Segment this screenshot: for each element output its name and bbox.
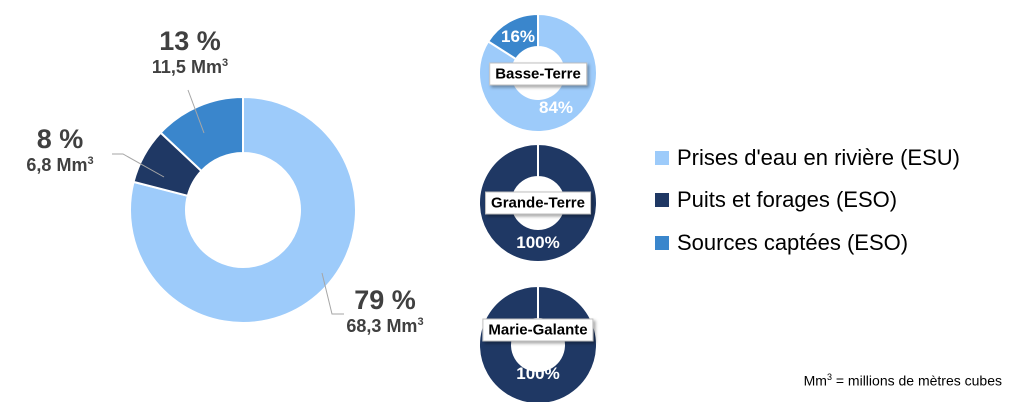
basse-terre-title: Basse-Terre [489,62,587,86]
value-label: 11,5 Mm3 [151,57,229,77]
percent-label: 79 % [354,285,416,315]
percent-label: 8 % [36,124,84,154]
legend-item-puits: Puits et forages (ESO) [655,187,897,213]
marie-galante-donut-slice-0 [478,284,598,402]
value-label: 6,8 Mm3 [26,155,94,175]
legend-label: Prises d'eau en rivière (ESU) [677,145,960,170]
grande-terre-title: Grande-Terre [485,191,591,215]
legend-label: Sources captées (ESO) [677,230,909,255]
leader-line-0 [187,89,205,134]
legend-swatch [655,193,669,207]
basse-terre-sources-label: 16% [500,27,536,46]
basse-terre-rivieres-label: 84% [538,98,574,117]
leader-line-2 [321,272,344,315]
percent-label: 13 % [159,26,221,56]
legend-item-sources: Sources captées (ESO) [655,230,908,256]
grande-terre-donut-slice-0 [478,142,598,263]
main-donut-slice-2 [159,95,244,173]
label-rivieres: 79 % 68,3 Mm3 [335,285,435,337]
legend-swatch [655,151,669,165]
label-puits: 8 % 6,8 Mm3 [20,124,100,176]
marie-galante-label: 100% [516,364,560,383]
unit-note: Mm3 = millions de mètres cubes [803,372,1002,389]
main-donut-slice-0 [129,95,357,324]
basse-terre-donut-slice-1 [486,12,539,61]
grande-terre-label: 100% [516,233,560,252]
legend-label: Puits et forages (ESO) [677,187,898,212]
value-label: 68,3 Mm3 [346,316,424,336]
marie-galante-title: Marie-Galante [482,318,594,342]
legend-swatch [655,236,669,250]
label-sources: 13 % 11,5 Mm3 [150,26,230,78]
leader-line-1 [112,153,165,178]
legend-item-rivieres: Prises d'eau en rivière (ESU) [655,145,960,171]
